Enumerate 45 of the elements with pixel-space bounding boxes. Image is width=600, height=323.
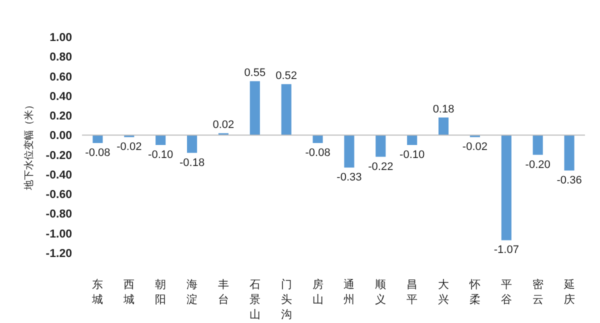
y-tick-label: -0.60: [46, 189, 72, 202]
x-tick-label: 顺义: [375, 279, 386, 306]
x-tick-label: 东城: [91, 278, 104, 306]
data-label: -0.02: [116, 141, 142, 154]
data-label: -0.08: [305, 147, 330, 160]
y-tick-label: 1.00: [50, 32, 72, 44]
data-label: -0.20: [525, 158, 550, 171]
data-label: -0.08: [85, 147, 110, 160]
data-label: -0.33: [336, 172, 362, 184]
y-tick-label: -0.40: [46, 169, 72, 182]
x-tick-label: 石景山: [249, 279, 260, 321]
x-tick-label: 延庆: [562, 279, 575, 306]
data-label: -0.10: [148, 149, 174, 161]
data-label: -0.02: [462, 141, 488, 154]
x-tick-label: 门头沟: [280, 278, 292, 321]
y-tick-label: 0.00: [50, 130, 72, 142]
y-tick-label: 0.80: [50, 52, 72, 64]
data-label: -0.22: [368, 160, 394, 173]
x-tick-label: 丰台: [218, 278, 229, 306]
data-label: -0.10: [400, 149, 425, 161]
data-label: -0.36: [556, 174, 582, 187]
data-label: 0.52: [276, 70, 298, 82]
y-tick-label: -1.20: [46, 248, 72, 260]
data-label: 0.18: [432, 104, 454, 116]
x-tick-label: 平谷: [500, 279, 512, 306]
y-axis-title: 地下水位变幅（米）: [23, 100, 35, 191]
x-tick-label: 怀柔: [468, 279, 480, 306]
data-label: -1.07: [494, 244, 519, 256]
x-tick-label: 房山: [312, 278, 324, 306]
x-tick-label: 昌平: [406, 279, 418, 306]
data-label: 0.02: [212, 119, 234, 132]
x-tick-label: 海淀: [186, 279, 198, 306]
x-tick-label: 朝阳: [155, 278, 166, 306]
x-tick-label: 大兴: [438, 278, 450, 306]
y-tick-label: 0.20: [50, 110, 72, 123]
y-tick-label: -1.00: [46, 228, 72, 240]
y-tick-label: -0.80: [46, 208, 72, 221]
y-tick-label: -0.20: [46, 150, 72, 162]
y-tick-label: 0.40: [50, 90, 72, 103]
x-tick-label: 通州: [344, 278, 355, 306]
y-tick-label: 0.60: [50, 71, 72, 84]
data-label: -0.18: [179, 156, 205, 169]
x-tick-label: 密云: [532, 278, 544, 306]
data-label: 0.55: [244, 67, 266, 80]
x-tick-label: 西城: [122, 279, 135, 306]
